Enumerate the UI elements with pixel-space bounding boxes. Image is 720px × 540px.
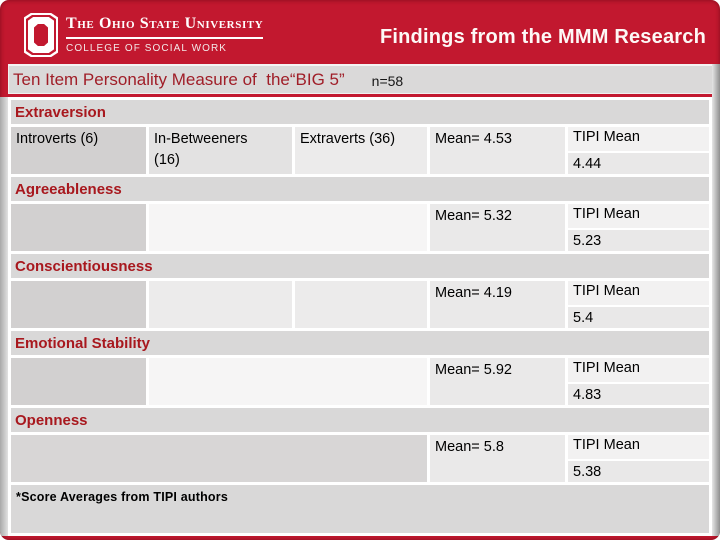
mean-cell-extraversion: Mean= 4.53 bbox=[430, 127, 565, 174]
footnote: *Score Averages from TIPI authors bbox=[11, 485, 709, 533]
trait-header-conscientiousness: Conscientiousness bbox=[11, 254, 709, 278]
table-title-box: Ten Item Personality Measure of the“BIG … bbox=[8, 64, 715, 94]
tipi-value: 5.23 bbox=[568, 230, 709, 251]
big5-table: Extraversion Introverts (6) In-Betweener… bbox=[8, 97, 712, 536]
empty-cell bbox=[149, 358, 427, 405]
empty-cell bbox=[11, 281, 146, 328]
empty-cell bbox=[149, 204, 427, 251]
empty-cell bbox=[11, 358, 146, 405]
osu-logo: The Ohio State University COLLEGE OF SOC… bbox=[24, 6, 264, 57]
slide-top-bar: The Ohio State University COLLEGE OF SOC… bbox=[24, 6, 706, 60]
trait-header-openness: Openness bbox=[11, 408, 709, 432]
tipi-cell-agreeableness: TIPI Mean 5.23 bbox=[568, 204, 709, 251]
mean-cell-agreeableness: Mean= 5.32 bbox=[430, 204, 565, 251]
empty-cell bbox=[11, 435, 427, 482]
empty-cell bbox=[149, 281, 292, 328]
tipi-value: 5.4 bbox=[568, 307, 709, 328]
tipi-value: 5.38 bbox=[568, 461, 709, 482]
trait-header-agreeableness: Agreeableness bbox=[11, 177, 709, 201]
cell-extraverts: Extraverts (36) bbox=[295, 127, 427, 174]
tipi-label: TIPI Mean bbox=[568, 281, 709, 305]
empty-cell bbox=[295, 281, 427, 328]
left-edge-shading bbox=[0, 97, 8, 536]
tipi-cell-conscientiousness: TIPI Mean 5.4 bbox=[568, 281, 709, 328]
slide-title: Findings from the MMM Research bbox=[379, 26, 706, 48]
university-name: The Ohio State University bbox=[66, 16, 264, 39]
cell-introverts: Introverts (6) bbox=[11, 127, 146, 174]
block-o-icon bbox=[24, 13, 58, 57]
tipi-label: TIPI Mean bbox=[568, 358, 709, 382]
mean-cell-emotional-stability: Mean= 5.92 bbox=[430, 358, 565, 405]
mean-cell-openness: Mean= 5.8 bbox=[430, 435, 565, 482]
mean-cell-conscientiousness: Mean= 4.19 bbox=[430, 281, 565, 328]
right-edge-shading bbox=[712, 64, 720, 536]
tipi-label: TIPI Mean bbox=[568, 435, 709, 459]
tipi-label: TIPI Mean bbox=[568, 204, 709, 228]
tipi-label: TIPI Mean bbox=[568, 127, 709, 151]
tipi-cell-openness: TIPI Mean 5.38 bbox=[568, 435, 709, 482]
logo-text: The Ohio State University COLLEGE OF SOC… bbox=[66, 16, 264, 57]
tipi-cell-emotional-stability: TIPI Mean 4.83 bbox=[568, 358, 709, 405]
empty-cell bbox=[11, 204, 146, 251]
trait-header-extraversion: Extraversion bbox=[11, 100, 709, 124]
tipi-value: 4.83 bbox=[568, 384, 709, 405]
trait-header-emotional-stability: Emotional Stability bbox=[11, 331, 709, 355]
college-name: COLLEGE OF SOCIAL WORK bbox=[66, 43, 228, 54]
sample-size: n=58 bbox=[371, 72, 404, 89]
tipi-cell-extraversion: TIPI Mean 4.44 bbox=[568, 127, 709, 174]
tipi-value: 4.44 bbox=[568, 153, 709, 174]
cell-in-betweeners: In-Betweeners (16) bbox=[149, 127, 292, 174]
table-title: Ten Item Personality Measure of the“BIG … bbox=[13, 69, 345, 89]
